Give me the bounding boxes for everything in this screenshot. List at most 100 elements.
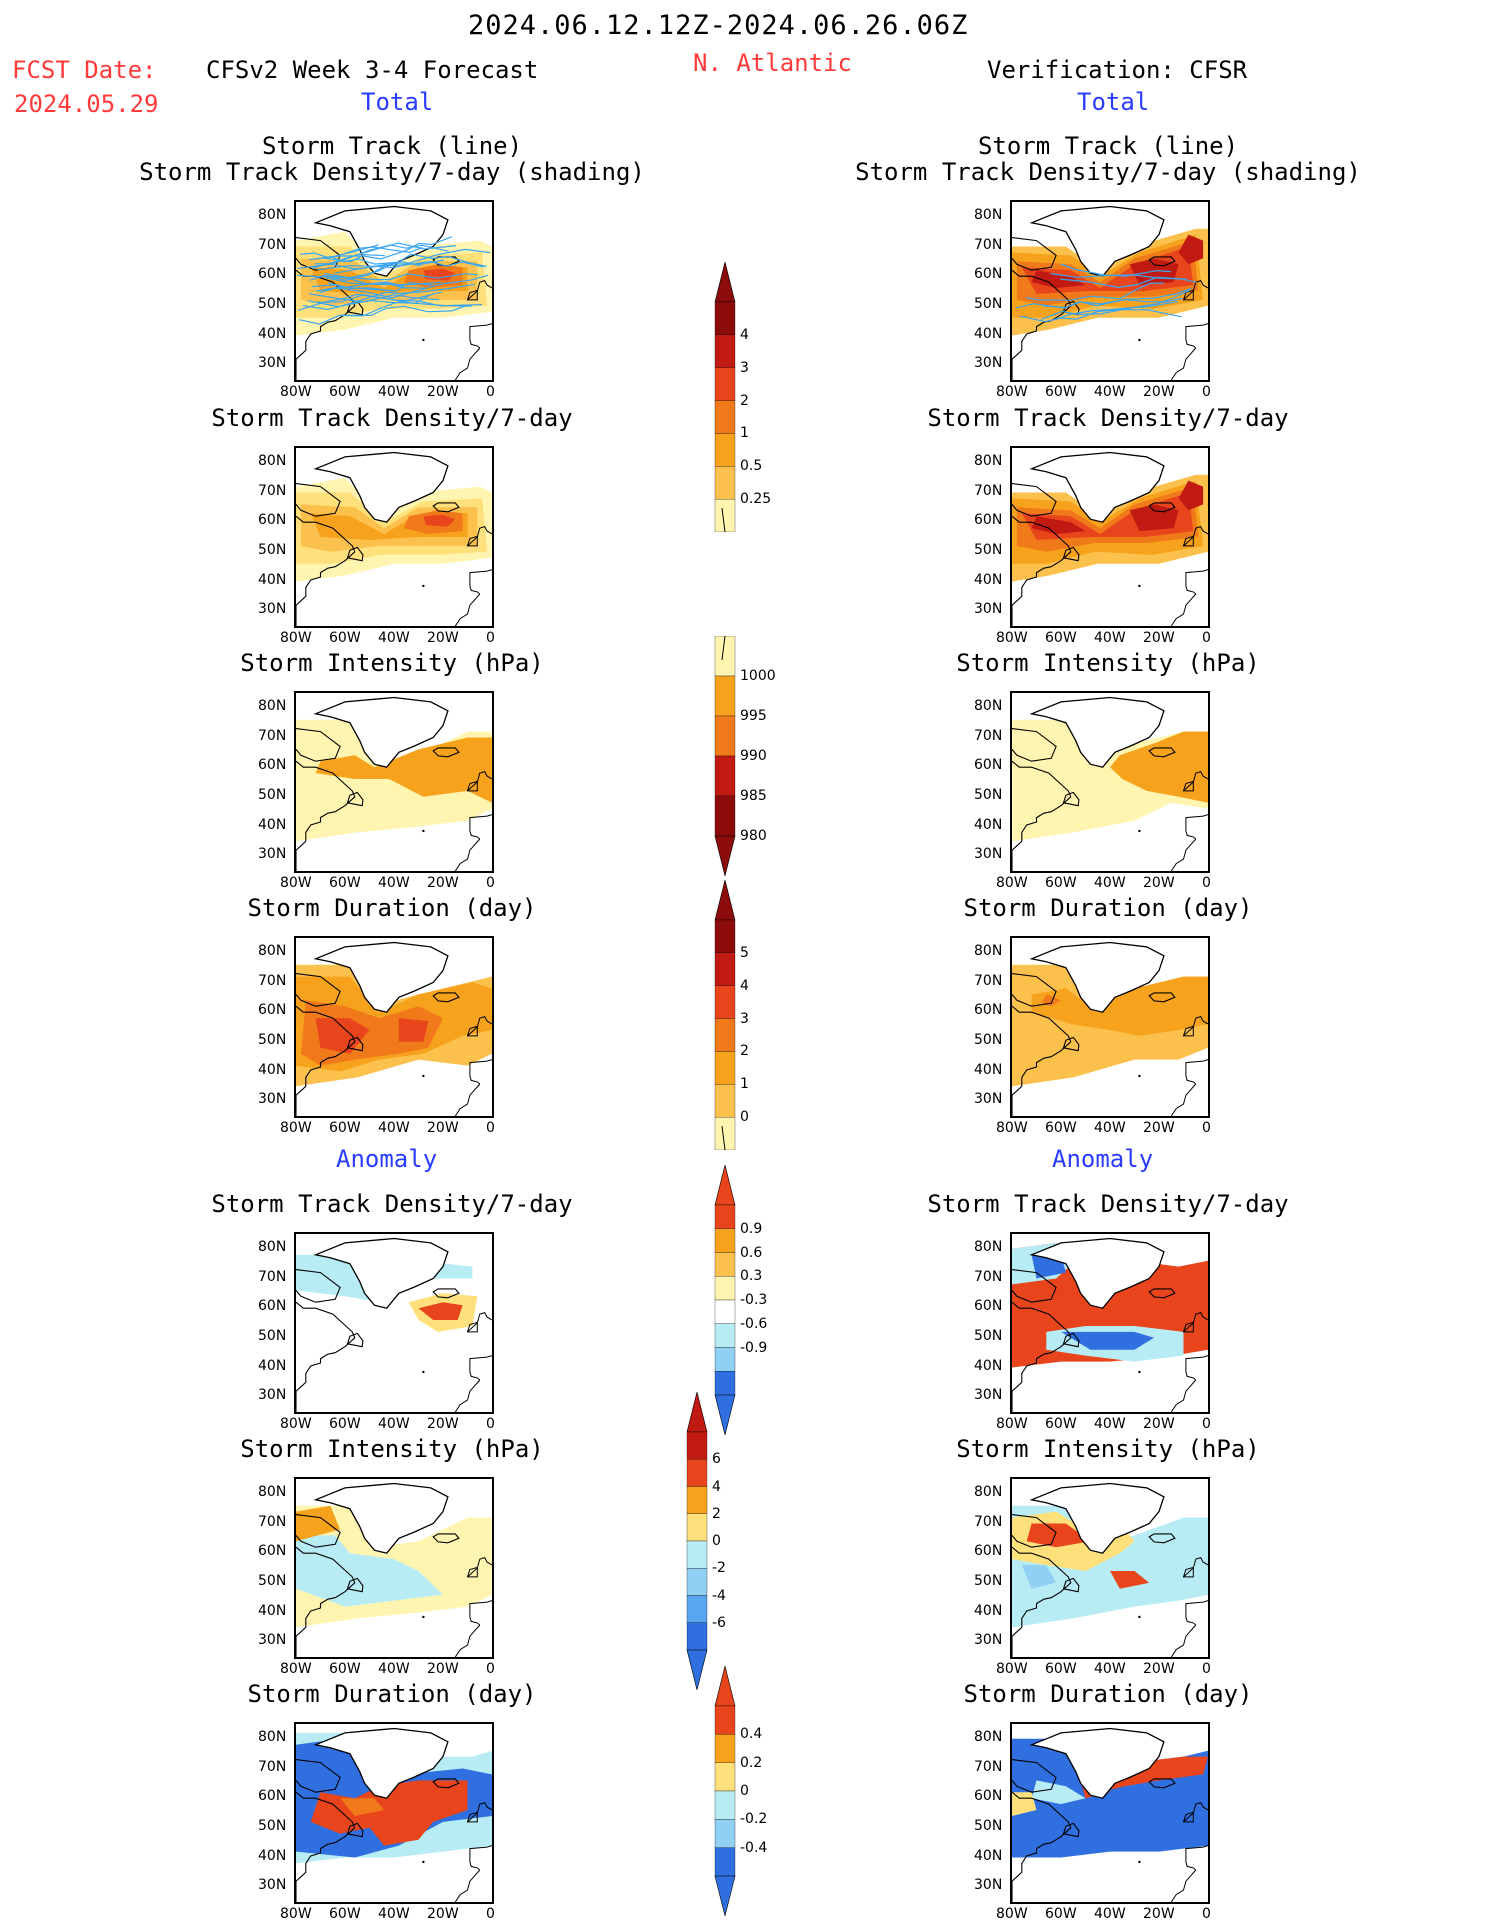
colorbar-segment xyxy=(714,466,736,500)
lon-tick-label: 40W xyxy=(378,1120,410,1136)
lat-tick-label: 80N xyxy=(258,942,287,959)
newfoundland-coast xyxy=(1062,1577,1080,1593)
colorbar-density_anom xyxy=(714,1164,736,1439)
lat-tick-label: 60N xyxy=(258,1788,287,1805)
colorbar-tick-label: 985 xyxy=(740,788,767,804)
north-america-coast xyxy=(296,760,356,871)
lat-tick-label: 30N xyxy=(258,1387,287,1404)
iceland-coast xyxy=(1148,1288,1176,1299)
lat-tick-label: 50N xyxy=(974,786,1003,803)
lat-tick-label: 80N xyxy=(974,206,1003,223)
total-label-left: Total xyxy=(361,88,434,116)
lat-tick-label: 40N xyxy=(974,571,1003,588)
africa-coast xyxy=(454,1869,481,1902)
north-america-coast xyxy=(296,1546,356,1657)
lat-tick-label: 40N xyxy=(258,325,287,342)
europe-coast xyxy=(1183,1802,1208,1823)
iceland-coast xyxy=(1148,992,1176,1003)
colorbar-tick-label: 4 xyxy=(712,1478,721,1495)
lat-tick-label: 40N xyxy=(258,571,287,588)
lat-tick-label: 50N xyxy=(974,295,1003,312)
lon-tick-label: 60W xyxy=(329,1906,361,1922)
storm-track-line xyxy=(320,274,489,299)
lon-tick-label: 60W xyxy=(329,1120,361,1136)
colorbar-segment xyxy=(714,675,736,717)
fcst-label: FCST Date: xyxy=(12,56,157,84)
lat-tick-label: 60N xyxy=(258,1298,287,1315)
newfoundland-coast xyxy=(346,546,364,562)
lon-tick-label: 60W xyxy=(1045,1120,1077,1136)
lat-tick-label: 60N xyxy=(974,512,1003,529)
lon-tick-label: 20W xyxy=(427,1906,459,1922)
shading-region xyxy=(315,737,492,803)
lat-tick-label: 50N xyxy=(974,1817,1003,1834)
greenland-coast xyxy=(313,205,449,277)
model-title: CFSv2 Week 3-4 Forecast xyxy=(206,56,539,84)
lon-tick-label: 20W xyxy=(1143,875,1175,891)
greenland-coast xyxy=(313,1237,449,1309)
lon-tick-label: 20W xyxy=(1143,1416,1175,1432)
newfoundland-coast xyxy=(346,300,364,316)
lat-tick-label: 40N xyxy=(974,1847,1003,1864)
lon-tick-label: 60W xyxy=(1045,1416,1077,1432)
azores-dot xyxy=(1138,1860,1141,1864)
baffin-coast xyxy=(1012,237,1057,271)
shading-region xyxy=(1031,1780,1086,1805)
storm-track-line xyxy=(299,291,443,325)
storm-track-line xyxy=(341,305,466,317)
colorbar-tick-label: 0.3 xyxy=(740,1268,763,1285)
lon-tick-label: 40W xyxy=(378,1906,410,1922)
lat-tick-label: 70N xyxy=(974,972,1003,989)
lon-tick-label: 60W xyxy=(1045,875,1077,891)
lon-tick-label: 0 xyxy=(1202,384,1211,400)
shading-region xyxy=(1031,976,1208,1036)
lat-tick-label: 50N xyxy=(974,1031,1003,1048)
greenland-coast xyxy=(1029,696,1165,768)
lat-tick-label: 40N xyxy=(258,1357,287,1374)
anomaly-label-right: Anomaly xyxy=(1052,1145,1154,1173)
map-panel-dur_an_fc xyxy=(294,1722,494,1904)
colorbar-tick-label: -2 xyxy=(712,1560,726,1577)
colorbar-segment xyxy=(714,301,736,336)
colorbar-tick-label: 980 xyxy=(740,828,767,844)
colorbar-tick-label: 3 xyxy=(740,1010,749,1027)
storm-track-line xyxy=(296,262,395,279)
colorbar-segment xyxy=(714,1323,736,1348)
lon-tick-label: 80W xyxy=(280,1906,312,1922)
colorbar-segment xyxy=(714,1299,736,1324)
lat-tick-label: 60N xyxy=(974,757,1003,774)
lat-tick-label: 60N xyxy=(258,1002,287,1019)
storm-track-line xyxy=(1060,263,1172,277)
lon-tick-label: 40W xyxy=(1094,875,1126,891)
lat-tick-label: 30N xyxy=(974,355,1003,372)
map-panel-dens_fc-tracks xyxy=(294,200,494,382)
iceland-coast xyxy=(432,1533,460,1544)
europe-coast xyxy=(1183,526,1208,547)
colorbar-arrow-bottom xyxy=(686,1649,708,1691)
colorbar-tick-label: 4 xyxy=(740,326,749,343)
colorbar-arrow-top xyxy=(714,261,736,303)
lon-tick-label: 40W xyxy=(1094,384,1126,400)
colorbar-density xyxy=(714,261,736,536)
north-america-coast xyxy=(1012,760,1072,871)
lon-tick-label: 20W xyxy=(427,1661,459,1677)
shading-region xyxy=(1031,516,1086,534)
lon-tick-label: 80W xyxy=(280,384,312,400)
lat-tick-label: 80N xyxy=(258,1483,287,1500)
lat-tick-label: 70N xyxy=(974,1513,1003,1530)
africa-coast xyxy=(1170,1379,1197,1412)
greenland-coast xyxy=(1029,941,1165,1013)
baffin-coast xyxy=(1012,973,1057,1007)
lat-tick-label: 50N xyxy=(258,541,287,558)
europe-coast xyxy=(1183,1312,1208,1333)
lat-tick-label: 80N xyxy=(974,1238,1003,1255)
map-panel-dur_vf xyxy=(1010,936,1210,1118)
lon-tick-label: 80W xyxy=(280,875,312,891)
europe-coast xyxy=(1183,771,1208,792)
lat-tick-label: 60N xyxy=(258,1543,287,1560)
europe-coast xyxy=(467,1802,492,1823)
lon-tick-label: 80W xyxy=(996,630,1028,646)
colorbar-segment xyxy=(714,1116,736,1151)
colorbar-tick-label: 2 xyxy=(740,1043,749,1060)
greenland-coast xyxy=(313,696,449,768)
